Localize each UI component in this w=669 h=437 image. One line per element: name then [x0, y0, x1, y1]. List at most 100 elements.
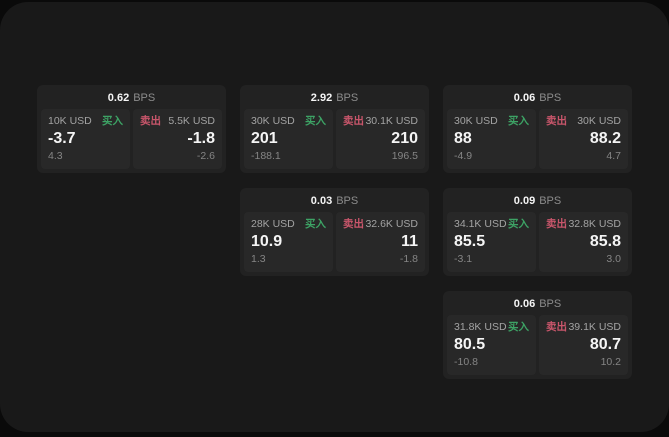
sell-delta: 196.5 — [391, 150, 418, 162]
sell-side-tag: 卖出 — [343, 218, 364, 230]
sell-delta: -2.6 — [196, 150, 215, 162]
buy-quote-tile[interactable]: 10K USD 买入 -3.7 4.3 — [41, 109, 130, 169]
buy-tile-header: 31.8K USD 买入 — [454, 321, 529, 334]
bps-unit: BPS — [336, 195, 359, 207]
sell-price: 80.7 — [589, 336, 621, 353]
sell-price: -1.8 — [187, 130, 215, 147]
sell-price: 210 — [391, 130, 418, 147]
buy-side-tag: 买入 — [508, 218, 529, 230]
card-header: 0.06 BPS — [447, 295, 628, 313]
bps-unit: BPS — [539, 195, 562, 207]
bps-value: 0.62 — [107, 92, 130, 104]
buy-amount: 31.8K USD — [454, 321, 507, 333]
buy-quote-tile[interactable]: 34.1K USD 买入 85.5 -3.1 — [447, 212, 536, 272]
buy-side-tag: 买入 — [305, 218, 326, 230]
buy-tile-header: 34.1K USD 买入 — [454, 218, 529, 231]
buy-delta: -3.1 — [454, 253, 473, 265]
buy-amount: 30K USD — [454, 115, 498, 127]
quote-tiles: 30K USD 买入 201 -188.1 卖出 30.1K USD 210 1… — [244, 109, 425, 169]
quote-card: 0.06 BPS 30K USD 买入 88 -4.9 卖出 30K USD 8… — [443, 85, 632, 173]
quote-card: 0.06 BPS 31.8K USD 买入 80.5 -10.8 卖出 39.1… — [443, 291, 632, 379]
buy-tile-header: 28K USD 买入 — [251, 218, 326, 231]
sell-amount: 39.1K USD — [568, 321, 621, 333]
sell-tile-header: 卖出 30.1K USD — [343, 115, 418, 128]
sell-price: 85.8 — [589, 233, 621, 250]
sell-tile-header: 卖出 39.1K USD — [546, 321, 621, 334]
buy-price: 80.5 — [454, 336, 486, 353]
bps-unit: BPS — [539, 298, 562, 310]
sell-amount: 30.1K USD — [365, 115, 418, 127]
quote-card: 2.92 BPS 30K USD 买入 201 -188.1 卖出 30.1K … — [240, 85, 429, 173]
card-header: 0.03 BPS — [244, 192, 425, 210]
sell-tile-header: 卖出 32.8K USD — [546, 218, 621, 231]
sell-quote-tile[interactable]: 卖出 30K USD 88.2 4.7 — [539, 109, 628, 169]
sell-amount: 30K USD — [577, 115, 621, 127]
bps-value: 0.09 — [513, 195, 536, 207]
buy-delta: 1.3 — [251, 253, 266, 265]
buy-amount: 28K USD — [251, 218, 295, 230]
quote-card: 0.62 BPS 10K USD 买入 -3.7 4.3 卖出 5.5K USD… — [37, 85, 226, 173]
sell-price: 88.2 — [589, 130, 621, 147]
sell-delta: 4.7 — [606, 150, 621, 162]
quote-tiles: 34.1K USD 买入 85.5 -3.1 卖出 32.8K USD 85.8… — [447, 212, 628, 272]
buy-tile-header: 30K USD 买入 — [454, 115, 529, 128]
buy-quote-tile[interactable]: 31.8K USD 买入 80.5 -10.8 — [447, 315, 536, 375]
card-header: 2.92 BPS — [244, 89, 425, 107]
sell-side-tag: 卖出 — [546, 218, 567, 230]
bps-value: 2.92 — [310, 92, 333, 104]
sell-tile-header: 卖出 32.6K USD — [343, 218, 418, 231]
sell-tile-header: 卖出 5.5K USD — [140, 115, 215, 128]
buy-quote-tile[interactable]: 30K USD 买入 88 -4.9 — [447, 109, 536, 169]
buy-amount: 34.1K USD — [454, 218, 507, 230]
bps-unit: BPS — [336, 92, 359, 104]
buy-delta: 4.3 — [48, 150, 63, 162]
sell-delta: 3.0 — [606, 253, 621, 265]
buy-price: 10.9 — [251, 233, 283, 250]
buy-side-tag: 买入 — [508, 321, 529, 333]
quote-card: 0.03 BPS 28K USD 买入 10.9 1.3 卖出 32.6K US… — [240, 188, 429, 276]
sell-quote-tile[interactable]: 卖出 39.1K USD 80.7 10.2 — [539, 315, 628, 375]
buy-side-tag: 买入 — [508, 115, 529, 127]
sell-side-tag: 卖出 — [546, 321, 567, 333]
buy-price: 85.5 — [454, 233, 486, 250]
sell-side-tag: 卖出 — [140, 115, 161, 127]
sell-delta: -1.8 — [399, 253, 418, 265]
buy-amount: 10K USD — [48, 115, 92, 127]
sell-amount: 32.6K USD — [365, 218, 418, 230]
quote-tiles: 30K USD 买入 88 -4.9 卖出 30K USD 88.2 4.7 — [447, 109, 628, 169]
sell-price: 11 — [401, 233, 418, 250]
buy-price: 201 — [251, 130, 278, 147]
sell-quote-tile[interactable]: 卖出 32.8K USD 85.8 3.0 — [539, 212, 628, 272]
sell-side-tag: 卖出 — [343, 115, 364, 127]
buy-amount: 30K USD — [251, 115, 295, 127]
quote-card: 0.09 BPS 34.1K USD 买入 85.5 -3.1 卖出 32.8K… — [443, 188, 632, 276]
bps-unit: BPS — [133, 92, 156, 104]
quotes-grid: 0.62 BPS 10K USD 买入 -3.7 4.3 卖出 5.5K USD… — [0, 2, 669, 379]
buy-price: 88 — [454, 130, 472, 147]
bps-value: 0.06 — [513, 298, 536, 310]
card-header: 0.62 BPS — [41, 89, 222, 107]
buy-tile-header: 10K USD 买入 — [48, 115, 123, 128]
buy-delta: -188.1 — [251, 150, 281, 162]
quote-tiles: 31.8K USD 买入 80.5 -10.8 卖出 39.1K USD 80.… — [447, 315, 628, 375]
sell-quote-tile[interactable]: 卖出 5.5K USD -1.8 -2.6 — [133, 109, 222, 169]
sell-delta: 10.2 — [600, 356, 621, 368]
quote-tiles: 28K USD 买入 10.9 1.3 卖出 32.6K USD 11 -1.8 — [244, 212, 425, 272]
sell-side-tag: 卖出 — [546, 115, 567, 127]
bps-value: 0.06 — [513, 92, 536, 104]
buy-delta: -10.8 — [454, 356, 478, 368]
sell-amount: 5.5K USD — [168, 115, 215, 127]
buy-quote-tile[interactable]: 28K USD 买入 10.9 1.3 — [244, 212, 333, 272]
buy-quote-tile[interactable]: 30K USD 买入 201 -188.1 — [244, 109, 333, 169]
sell-quote-tile[interactable]: 卖出 32.6K USD 11 -1.8 — [336, 212, 425, 272]
sell-quote-tile[interactable]: 卖出 30.1K USD 210 196.5 — [336, 109, 425, 169]
buy-delta: -4.9 — [454, 150, 473, 162]
sell-amount: 32.8K USD — [568, 218, 621, 230]
buy-side-tag: 买入 — [102, 115, 123, 127]
buy-price: -3.7 — [48, 130, 76, 147]
bps-unit: BPS — [539, 92, 562, 104]
sell-tile-header: 卖出 30K USD — [546, 115, 621, 128]
buy-side-tag: 买入 — [305, 115, 326, 127]
card-header: 0.06 BPS — [447, 89, 628, 107]
